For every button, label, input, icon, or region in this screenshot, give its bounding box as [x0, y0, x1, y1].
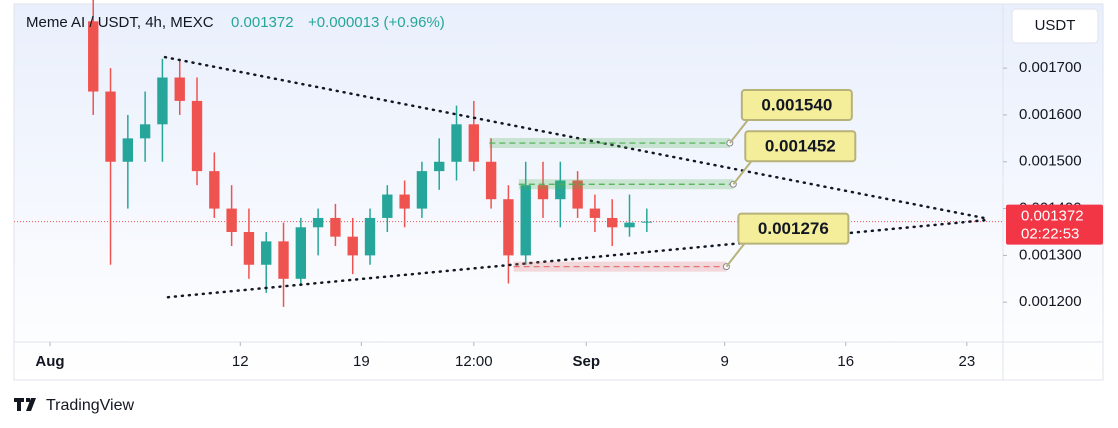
candle-body	[157, 77, 168, 125]
candle-body	[364, 217, 376, 256]
level-label-box	[737, 212, 850, 245]
candle-body	[347, 236, 358, 256]
level-label-box	[744, 130, 857, 163]
candle-body	[191, 100, 203, 172]
candle-body	[485, 161, 497, 200]
candle-body	[261, 241, 272, 265]
candle-body	[555, 180, 566, 200]
x-tick-label: 19	[353, 353, 370, 370]
chart-title: Meme AI / USDT, 4h, MEXC	[26, 14, 214, 31]
currency-button[interactable]	[1011, 8, 1099, 44]
candle-body	[330, 217, 341, 237]
trendline	[163, 55, 987, 220]
candle-body	[312, 217, 324, 228]
level-label: 0.001276	[758, 219, 829, 238]
countdown: 02:22:53	[1021, 226, 1079, 243]
level-zone	[513, 261, 727, 272]
x-tick-label: 12	[232, 353, 249, 370]
x-tick-label: Sep	[573, 353, 601, 370]
candle-body	[589, 208, 601, 218]
candle-body	[243, 231, 255, 265]
x-tick-label: 9	[720, 353, 728, 370]
y-tick-label: 0.001700	[1019, 59, 1082, 76]
candle-body	[503, 199, 514, 256]
x-tick-label: 23	[959, 353, 976, 370]
candle-body	[520, 185, 531, 256]
level-label: 0.001540	[761, 96, 832, 115]
candle-body	[278, 241, 289, 279]
candle-body	[295, 227, 307, 279]
y-tick-label: 0.001200	[1019, 293, 1082, 310]
candle-body	[468, 124, 480, 162]
candle-body	[537, 185, 549, 200]
brand: TradingView	[46, 397, 134, 414]
level-zone	[518, 179, 734, 190]
candle-body	[88, 21, 99, 92]
y-tick-label: 0.001300	[1019, 246, 1082, 263]
candle-body	[174, 77, 185, 101]
candle-body	[607, 217, 618, 228]
candle-body	[451, 124, 462, 162]
x-tick-label: Aug	[35, 353, 64, 370]
candle-body	[641, 221, 652, 223]
level-label-box	[740, 89, 853, 122]
candle-body	[399, 194, 410, 209]
y-tick-label: 0.001500	[1019, 153, 1082, 170]
x-tick-label: 12:00	[455, 353, 493, 370]
last-price-label: 0.001372	[1021, 208, 1084, 225]
candle-body	[226, 208, 237, 232]
level-connector	[725, 243, 746, 268]
change: +0.000013 (+0.96%)	[308, 14, 445, 31]
y-tick-label: 0.001600	[1019, 106, 1082, 123]
candle-body	[122, 138, 134, 162]
plot: 0.001540 0.001452 0.001276	[14, 0, 1003, 307]
candle-body	[434, 161, 445, 172]
currency-label[interactable]: USDT	[1035, 17, 1076, 34]
candle-body	[105, 91, 116, 162]
brand-logo	[14, 398, 36, 411]
candle-body	[139, 124, 151, 139]
price: 0.001372	[231, 14, 294, 31]
last-price-tag	[1006, 204, 1103, 245]
x-tick-label: 16	[837, 353, 854, 370]
level-connector	[729, 119, 749, 144]
candle-body	[209, 171, 220, 209]
candle-body	[572, 180, 583, 209]
level-label: 0.001452	[765, 137, 836, 156]
level-connector	[732, 160, 753, 185]
candle-body	[416, 171, 428, 209]
candle-body	[382, 194, 393, 218]
candle-body	[624, 222, 635, 228]
